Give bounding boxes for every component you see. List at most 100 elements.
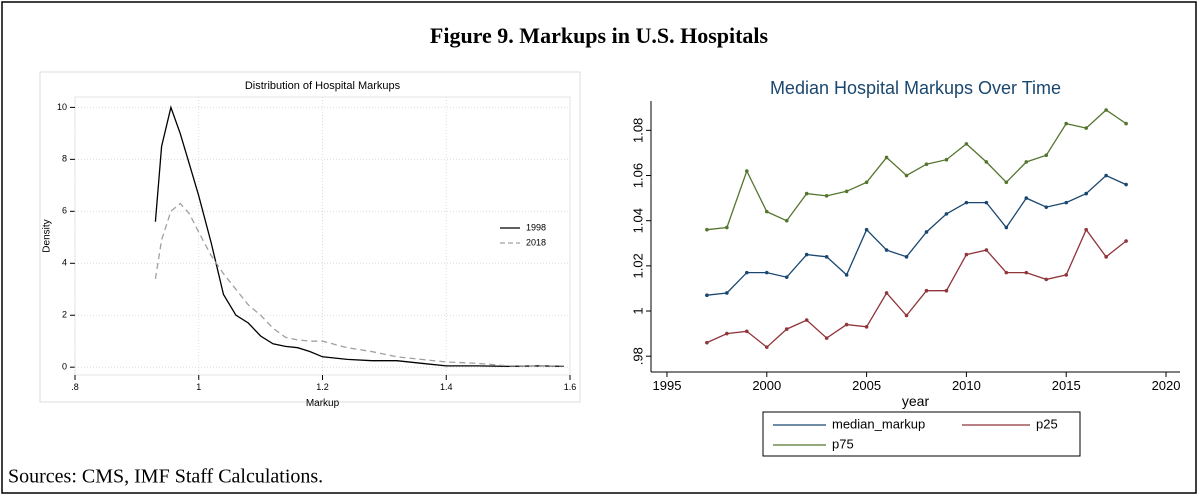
chart-title: Median Hospital Markups Over Time <box>770 78 1061 98</box>
y-tick-label: 1.08 <box>630 118 645 143</box>
x-tick-label: 2015 <box>1052 378 1081 393</box>
x-tick-label: 1995 <box>653 378 682 393</box>
point <box>705 340 709 345</box>
point <box>804 191 809 196</box>
legend-label: 1998 <box>526 222 546 232</box>
point <box>804 318 809 322</box>
point <box>725 291 729 295</box>
x-tick-label: 2005 <box>852 378 881 393</box>
y-tick-label: 6 <box>62 206 67 216</box>
point <box>824 336 829 340</box>
point <box>1004 180 1009 185</box>
y-tick-label: 1.04 <box>630 208 645 233</box>
series-line <box>706 228 1127 349</box>
chart-title: Distribution of Hospital Markups <box>245 80 401 92</box>
x-tick-label: 2010 <box>952 378 981 393</box>
point <box>944 157 949 162</box>
point <box>964 252 969 257</box>
x-tick-label: 1.2 <box>316 382 329 392</box>
point <box>1024 196 1029 200</box>
point <box>944 288 949 293</box>
point <box>745 169 749 173</box>
legend-box <box>762 411 1081 457</box>
point <box>764 270 769 275</box>
point <box>1064 273 1069 277</box>
y-tick-label: 1 <box>630 307 645 314</box>
legend-label: p75 <box>832 436 854 451</box>
point <box>705 293 709 298</box>
y-tick-label: 2 <box>62 310 67 320</box>
point <box>1084 126 1088 130</box>
point <box>784 275 789 279</box>
point <box>725 225 729 230</box>
point <box>964 200 969 205</box>
series-line <box>706 174 1127 296</box>
point <box>884 155 889 160</box>
x-tick-label: 2000 <box>752 378 781 393</box>
point <box>864 325 869 329</box>
point <box>844 273 849 277</box>
point <box>904 313 909 318</box>
point <box>764 345 769 349</box>
point <box>944 212 949 216</box>
point <box>1124 182 1128 187</box>
point <box>984 160 989 164</box>
y-tick-label: 10 <box>57 102 67 112</box>
point <box>745 270 749 275</box>
x-tick-label: 1.6 <box>564 382 577 392</box>
x-axis-label: Markup <box>306 398 340 409</box>
point <box>1064 121 1069 126</box>
y-tick-label: 1.02 <box>630 253 645 278</box>
point <box>924 230 929 234</box>
x-tick-label: .8 <box>71 382 79 392</box>
series-line <box>154 202 564 367</box>
point <box>1004 270 1009 275</box>
point <box>844 189 849 194</box>
point <box>1024 270 1029 275</box>
point <box>824 255 829 259</box>
point <box>1104 108 1108 112</box>
point <box>1064 200 1069 205</box>
point <box>1004 225 1009 230</box>
legend-label: median_markup <box>832 416 925 431</box>
x-tick-label: 1 <box>196 382 201 392</box>
y-tick-label: .98 <box>630 347 645 365</box>
series-line <box>154 105 564 368</box>
y-tick-label: 8 <box>62 154 67 164</box>
legend-label: 2018 <box>526 237 546 247</box>
point <box>904 255 909 259</box>
point <box>1124 121 1128 126</box>
point <box>1104 173 1108 178</box>
point <box>1124 239 1128 243</box>
point <box>884 291 889 295</box>
point <box>924 162 929 167</box>
point <box>1084 227 1088 232</box>
point <box>884 248 889 252</box>
point <box>804 252 809 257</box>
point <box>745 329 749 334</box>
y-tick-label: 1.06 <box>630 163 645 188</box>
point <box>904 173 909 178</box>
source-note: Sources: CMS, IMF Staff Calculations. <box>8 466 323 488</box>
point <box>784 327 789 331</box>
point <box>1104 255 1108 259</box>
x-tick-label: 2020 <box>1152 378 1181 393</box>
point <box>764 209 769 214</box>
point <box>725 331 729 336</box>
point <box>824 194 829 198</box>
x-axis-label: year <box>902 393 930 409</box>
point <box>864 227 869 232</box>
point <box>1044 277 1049 282</box>
figure-title: Figure 9. Markups in U.S. Hospitals <box>430 23 769 48</box>
point <box>1044 153 1049 157</box>
y-tick-label: 4 <box>62 258 67 268</box>
series-line <box>706 109 1127 231</box>
point <box>784 218 789 223</box>
y-axis-label: Density <box>42 219 53 252</box>
point <box>705 227 709 232</box>
point <box>964 142 969 146</box>
point <box>1084 191 1088 196</box>
point <box>984 248 989 252</box>
legend-label: p25 <box>1036 416 1058 431</box>
